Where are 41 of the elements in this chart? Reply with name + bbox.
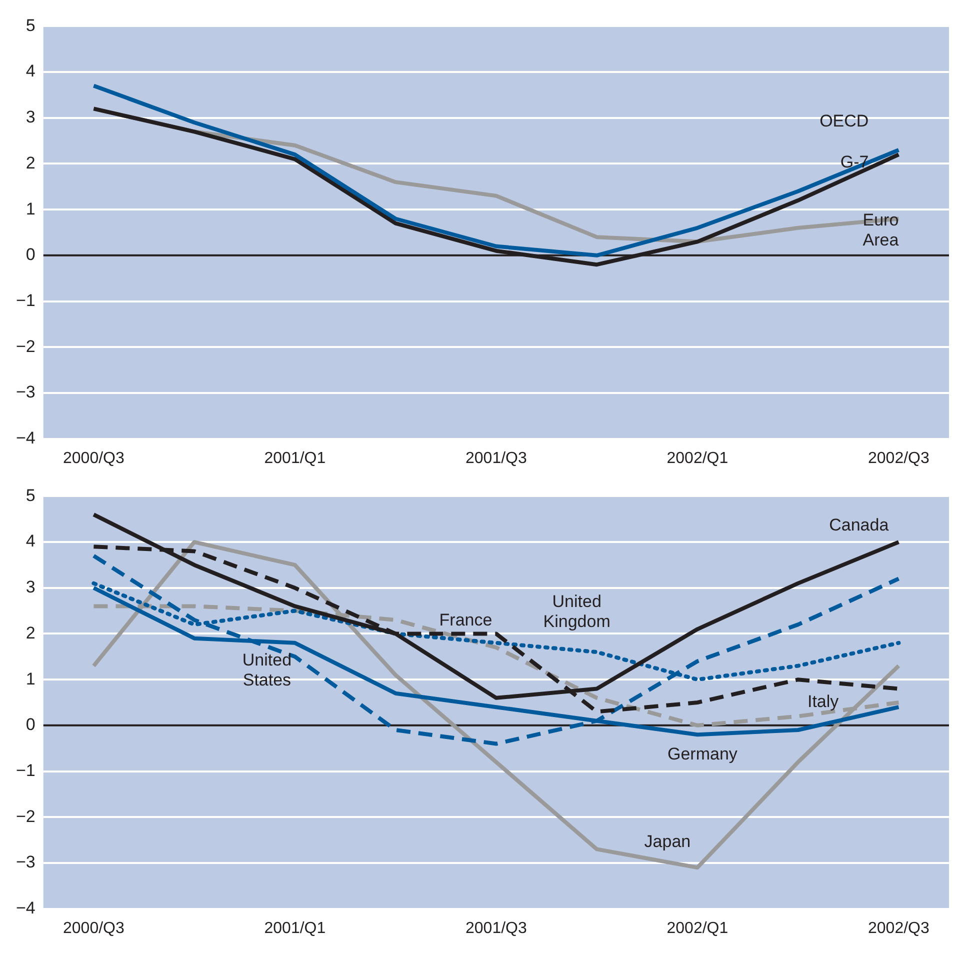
series-label: Germany — [667, 744, 738, 764]
y-tick-label: −4 — [16, 898, 36, 918]
y-tick-label: 1 — [26, 669, 36, 688]
x-tick-label: 2002/Q3 — [868, 920, 930, 937]
series-label: G-7 — [840, 152, 869, 172]
y-tick-label: 2 — [26, 623, 36, 642]
x-tick-label: 2001/Q1 — [264, 450, 326, 467]
x-tick-label: 2001/Q3 — [465, 920, 527, 937]
y-tick-label: −1 — [16, 760, 36, 780]
y-tick-label: 1 — [26, 199, 36, 218]
x-tick-label: 2001/Q3 — [465, 450, 527, 467]
y-tick-label: 5 — [26, 16, 36, 35]
series-label: OECD — [820, 112, 869, 131]
y-tick-label: −2 — [16, 336, 36, 356]
y-tick-label: 5 — [26, 486, 36, 505]
x-tick-label: 2002/Q1 — [666, 450, 728, 467]
series-label: United States — [242, 650, 292, 690]
y-tick-label: −3 — [16, 382, 36, 402]
series-label: Canada — [829, 516, 890, 535]
x-tick-label: 2000/Q3 — [63, 920, 124, 937]
y-tick-label: 0 — [26, 245, 36, 264]
y-tick-label: −2 — [16, 806, 36, 826]
y-tick-label: −3 — [16, 852, 36, 872]
y-tick-label: 3 — [26, 108, 36, 127]
y-tick-label: −1 — [16, 290, 36, 310]
y-tick-label: −4 — [16, 428, 36, 448]
series-label: United Kingdom — [543, 592, 610, 631]
y-tick-label: 3 — [26, 578, 36, 597]
series-label: France — [439, 610, 492, 630]
x-tick-label: 2002/Q3 — [868, 450, 930, 467]
series-label: Japan — [644, 832, 691, 852]
series-label: Italy — [807, 692, 840, 711]
y-tick-label: 4 — [26, 62, 36, 81]
y-tick-label: 2 — [26, 153, 36, 172]
x-tick-label: 2000/Q3 — [63, 450, 124, 467]
y-tick-label: 0 — [26, 715, 36, 734]
series-label: Euro Area — [862, 210, 900, 250]
line-series — [92, 554, 901, 746]
x-tick-label: 2001/Q1 — [264, 920, 326, 937]
y-tick-label: 4 — [26, 532, 36, 551]
x-tick-label: 2002/Q1 — [666, 920, 728, 937]
